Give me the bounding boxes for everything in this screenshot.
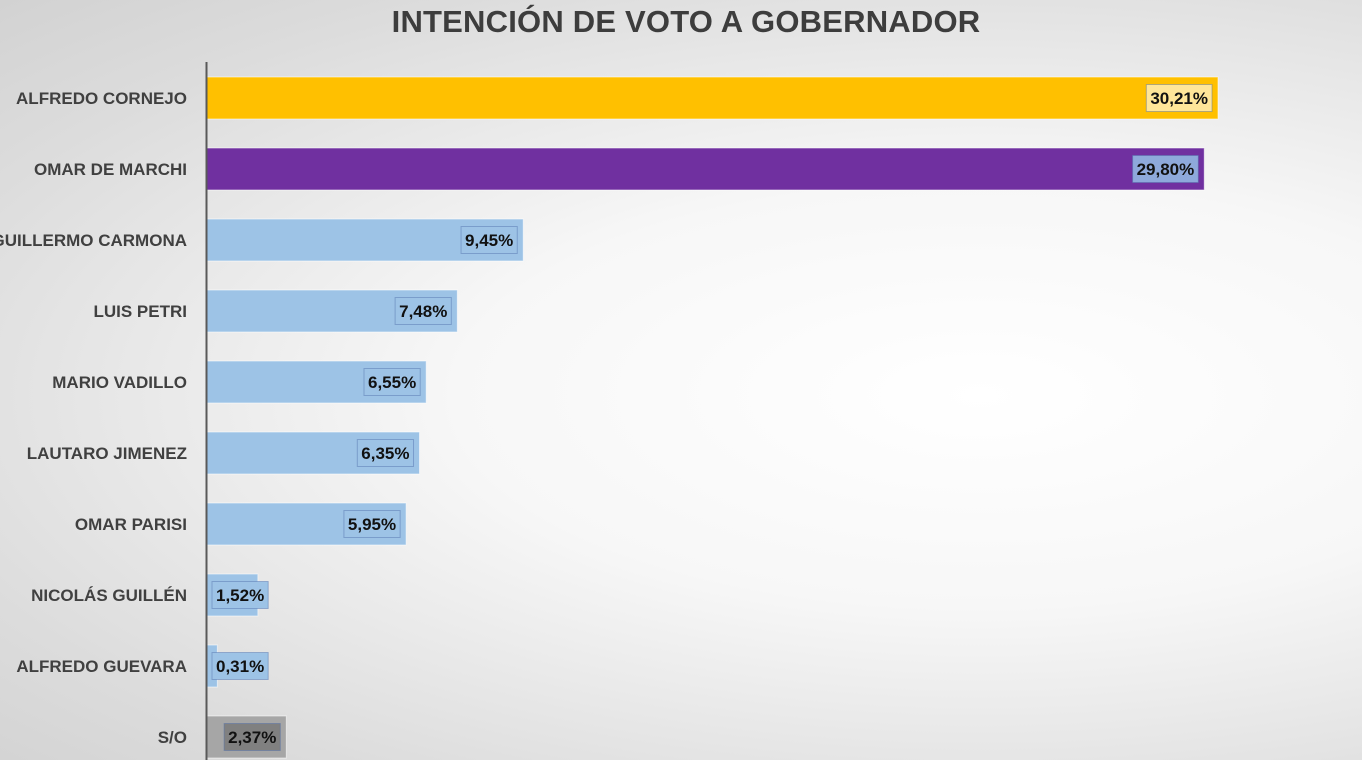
category-label-lautaro-jimenez: LAUTARO JIMENEZ bbox=[27, 444, 187, 463]
value-label-omar-de-marchi: 29,80% bbox=[1137, 160, 1195, 179]
category-label-guillermo-carmona: GUILLERMO CARMONA bbox=[0, 231, 187, 250]
bar-omar-de-marchi bbox=[206, 147, 1205, 191]
value-label-box-alfredo-guevara bbox=[211, 652, 269, 680]
category-labels-group: ALFREDO CORNEJO OMAR DE MARCHI GUILLERMO C… bbox=[0, 89, 187, 747]
category-label-s-o: S/O bbox=[158, 728, 187, 747]
value-label-alfredo-cornejo: 30,21% bbox=[1150, 89, 1208, 108]
category-label-nicolas-guillen: NICOLÁS GUILLÉN bbox=[31, 586, 187, 605]
category-label-alfredo-guevara: ALFREDO GUEVARA bbox=[16, 657, 187, 676]
value-label-alfredo-guevara: 0,31% bbox=[216, 657, 264, 676]
chart-title: INTENCIÓN DE VOTO A GOBERNADOR bbox=[391, 4, 981, 39]
value-label-omar-parisi: 5,95% bbox=[348, 515, 396, 534]
value-label-box-nicolas-guillen bbox=[211, 581, 269, 609]
category-label-omar-de-marchi: OMAR DE MARCHI bbox=[34, 160, 187, 179]
value-label-luis-petri: 7,48% bbox=[399, 302, 447, 321]
value-label-box-omar-parisi bbox=[343, 510, 401, 538]
value-label-box-alfredo-cornejo bbox=[1145, 84, 1213, 112]
value-label-box-luis-petri bbox=[394, 297, 452, 325]
value-label-box-lautaro-jimenez bbox=[356, 439, 415, 467]
bars-group bbox=[206, 76, 1219, 759]
value-label-nicolas-guillen: 1,52% bbox=[216, 586, 264, 605]
value-label-mario-vadillo: 6,55% bbox=[368, 373, 416, 392]
value-label-lautaro-jimenez: 6,35% bbox=[361, 444, 409, 463]
value-labels-group: 30,21% 29,80% 9,45% 7,48% 6,55% 6,35% 5,95% 1,5… bbox=[211, 84, 1213, 751]
value-label-box-s-o bbox=[223, 723, 281, 751]
value-label-s-o: 2,37% bbox=[228, 728, 276, 747]
category-label-omar-parisi: OMAR PARISI bbox=[75, 515, 187, 534]
value-label-box-guillermo-carmona bbox=[460, 226, 518, 254]
value-label-guillermo-carmona: 9,45% bbox=[465, 231, 513, 250]
category-label-alfredo-cornejo: ALFREDO CORNEJO bbox=[16, 89, 187, 108]
category-label-mario-vadillo: MARIO VADILLO bbox=[52, 373, 187, 392]
value-label-box-omar-de-marchi bbox=[1132, 155, 1199, 183]
value-label-box-mario-vadillo bbox=[363, 368, 421, 396]
bar-alfredo-cornejo bbox=[206, 76, 1219, 120]
category-label-luis-petri: LUIS PETRI bbox=[93, 302, 187, 321]
